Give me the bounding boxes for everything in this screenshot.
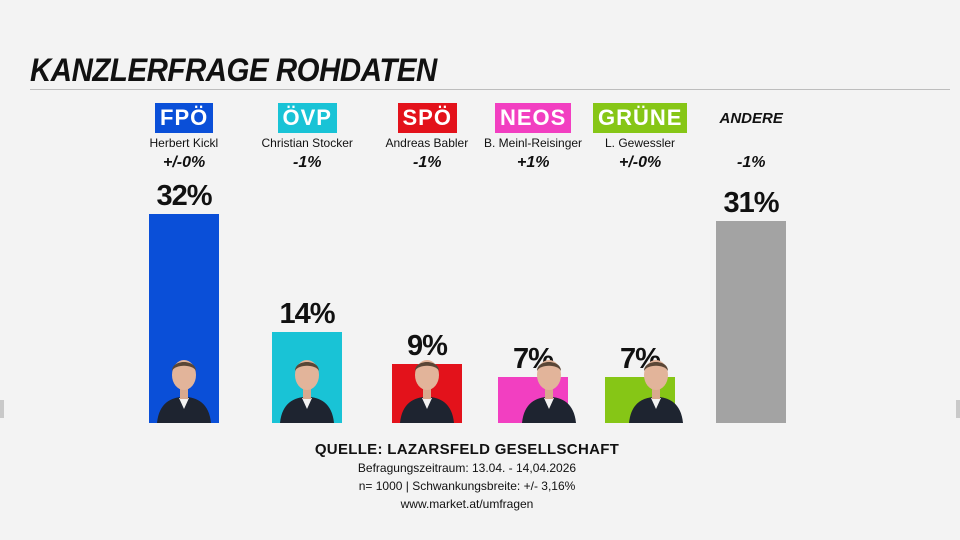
candidate-name-spo: Andreas Babler — [385, 136, 469, 150]
change-label-neos: +1% — [517, 154, 550, 171]
left-edge-mark — [0, 400, 4, 418]
candidate-name-neos: B. Meinl-Reisinger — [484, 136, 583, 150]
value-label-fpo: 32% — [156, 180, 213, 212]
candidate-name-fpo: Herbert Kickl — [149, 136, 219, 150]
value-label-andere: 31% — [723, 187, 780, 219]
party-badge-neos: NEOS — [495, 103, 572, 133]
change-label-fpo: +/-0% — [163, 154, 206, 171]
change-label-andere: -1% — [737, 154, 766, 171]
party-badge-fpo: FPÖ — [155, 103, 214, 133]
photo-wrap-grune — [627, 347, 685, 423]
value-label-spo: 9% — [407, 330, 448, 362]
footer-sample: n= 1000 | Schwankungsbreite: +/- 3,16% — [358, 479, 576, 493]
party-badge-grune: GRÜNE — [593, 103, 688, 133]
candidate-photo-ovp — [280, 360, 334, 423]
photo-wrap-ovp — [278, 347, 336, 423]
photo-wrap-neos — [520, 347, 578, 423]
value-label-ovp: 14% — [279, 298, 336, 330]
change-label-ovp: -1% — [293, 154, 322, 171]
change-label-spo: -1% — [413, 154, 442, 171]
candidate-photo-fpo — [157, 360, 211, 423]
candidate-photo-neos — [522, 360, 576, 423]
photo-wrap-spo — [398, 347, 456, 423]
party-label-andere: ANDERE — [719, 110, 783, 127]
candidate-name-ovp: Christian Stocker — [261, 136, 353, 150]
candidate-photo-grune — [629, 360, 683, 423]
photo-wrap-fpo — [155, 347, 213, 423]
change-label-grune: +/-0% — [619, 154, 662, 171]
candidate-name-grune: L. Gewessler — [605, 136, 676, 150]
footer-url: www.market.at/umfragen — [400, 497, 534, 511]
chart-title: KANZLERFRAGE ROHDATEN — [30, 52, 437, 88]
right-edge-mark — [956, 400, 960, 418]
bar-andere — [716, 221, 786, 423]
footer-period: Befragungszeitraum: 13.04. - 14,04.2026 — [357, 461, 577, 475]
title-divider — [30, 89, 950, 90]
candidate-photo-spo — [400, 360, 454, 423]
footer-source: QUELLE: LAZARSFELD GESELLSCHAFT — [314, 441, 620, 458]
party-badge-spo: SPÖ — [397, 103, 457, 133]
party-badge-ovp: ÖVP — [277, 103, 337, 133]
